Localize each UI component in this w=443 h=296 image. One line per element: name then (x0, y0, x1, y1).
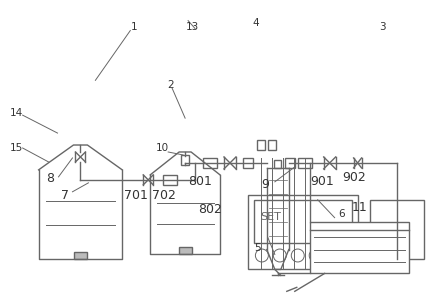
Circle shape (256, 249, 268, 262)
Bar (268, 140, 276, 150)
Text: 11: 11 (352, 201, 367, 214)
Text: 802: 802 (198, 203, 222, 216)
Bar (163, 175, 177, 185)
Bar (248, 195, 358, 269)
Text: 701: 701 (124, 189, 148, 202)
Text: 13: 13 (186, 22, 199, 32)
Text: 14: 14 (10, 108, 23, 118)
Text: 15: 15 (10, 143, 23, 153)
Bar (181, 155, 189, 165)
Text: 1: 1 (131, 22, 138, 32)
Bar (369, 200, 424, 260)
Text: 901: 901 (310, 175, 334, 188)
Text: SET: SET (260, 212, 281, 222)
Bar (310, 222, 409, 274)
Circle shape (273, 249, 286, 262)
Bar (285, 158, 295, 168)
Bar (257, 140, 265, 150)
Bar (179, 247, 191, 255)
Bar (74, 252, 87, 260)
Circle shape (291, 249, 304, 262)
Text: 3: 3 (379, 22, 386, 32)
Bar (298, 158, 312, 168)
Text: 10: 10 (155, 143, 169, 153)
Text: 2: 2 (167, 80, 174, 90)
Text: 5: 5 (255, 242, 261, 252)
Text: 902: 902 (343, 171, 366, 184)
Circle shape (309, 249, 322, 262)
Bar (203, 158, 217, 168)
Text: 6: 6 (338, 209, 345, 219)
Text: 8: 8 (47, 172, 54, 185)
Text: 801: 801 (188, 175, 212, 188)
Text: 4: 4 (253, 17, 259, 28)
Text: 702: 702 (152, 189, 176, 202)
Text: 7: 7 (62, 189, 70, 202)
Bar (254, 200, 352, 242)
Text: 9: 9 (261, 178, 269, 191)
Bar (274, 160, 281, 168)
Bar (243, 158, 253, 168)
Circle shape (327, 249, 340, 262)
